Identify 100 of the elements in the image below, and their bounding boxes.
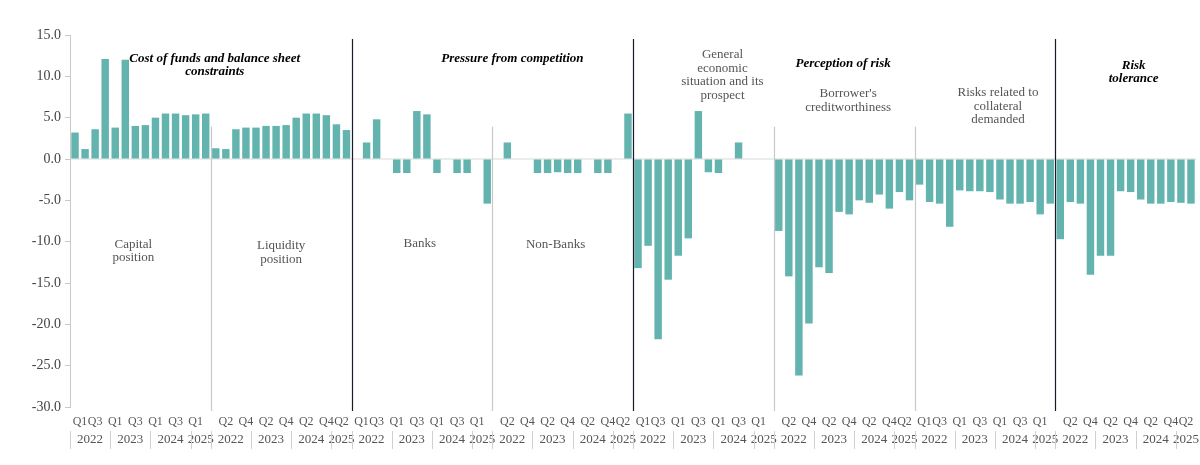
bar	[171, 113, 180, 159]
x-tick-label: Q4	[319, 414, 334, 429]
bar	[433, 159, 441, 174]
x-tick-label: Q4	[278, 414, 294, 429]
y-tick-label: 15.0	[36, 26, 61, 42]
bar	[423, 114, 431, 159]
bar	[634, 159, 642, 269]
y-tick-label: 10.0	[36, 68, 61, 84]
bar	[463, 159, 471, 174]
bar	[191, 114, 200, 159]
x-tick-label: Q4	[560, 414, 575, 429]
bar	[302, 113, 310, 159]
text: 2022	[358, 431, 385, 447]
x-tick-label: Q1	[711, 414, 726, 429]
x-tick-label: Q1	[107, 414, 123, 429]
y-tick-label: 0.0	[43, 150, 61, 166]
text: 2024	[861, 431, 888, 447]
x-tick-label: Q4	[841, 414, 857, 429]
text: 2024	[298, 431, 325, 447]
bar	[372, 119, 381, 159]
x-tick-label: Q4	[1123, 414, 1138, 429]
bar	[131, 125, 140, 159]
bar	[1157, 159, 1165, 204]
bar	[1116, 159, 1125, 192]
x-tick-label: Q4	[238, 414, 254, 429]
x-tick-label: Q4	[600, 414, 616, 429]
text: 2022	[499, 431, 526, 447]
text: 2023	[680, 431, 707, 447]
bar	[775, 159, 783, 231]
bar	[714, 159, 723, 174]
annotation: Cost of funds and balance sheet constraints	[129, 49, 301, 79]
text: 2023	[821, 431, 848, 447]
bar	[282, 125, 290, 159]
bar	[986, 159, 994, 193]
text: 2022	[640, 431, 667, 447]
bar	[503, 142, 512, 159]
x-tick-label: Q3	[932, 414, 947, 429]
text: 2024	[1002, 431, 1029, 447]
x-tick-label: Q1	[469, 414, 485, 429]
x-tick-label: Q2	[258, 414, 274, 429]
x-tick-label: Q2	[1143, 414, 1159, 429]
x-tick-label: Q3	[691, 414, 706, 429]
bar	[151, 117, 160, 159]
bar	[91, 129, 99, 159]
x-tick-label: Q2	[1062, 414, 1078, 429]
bar	[533, 159, 542, 174]
x-tick-label: Q2	[540, 414, 555, 429]
y-tick-label: -20.0	[31, 316, 61, 332]
bar	[996, 159, 1004, 200]
bar	[1026, 159, 1034, 202]
x-tick-label: Q2	[298, 414, 314, 429]
x-tick-label: Q3	[87, 414, 103, 429]
x-tick-label: Q2	[334, 414, 349, 429]
x-tick-label: Q1	[188, 414, 204, 429]
bar	[825, 159, 833, 274]
x-tick-label: Q1	[992, 414, 1008, 429]
bar	[141, 125, 150, 159]
text: 2023	[539, 431, 566, 447]
bar	[815, 159, 823, 268]
bar	[111, 127, 119, 159]
bar	[312, 113, 321, 159]
text: 2022	[217, 431, 244, 447]
bar	[483, 159, 491, 204]
text: 2022	[77, 431, 104, 447]
x-tick-label: Q2	[781, 414, 797, 429]
bar	[1056, 159, 1064, 240]
text: 2023	[398, 431, 425, 447]
x-tick-label: Q2	[218, 414, 234, 429]
annotation: Borrower's creditworthiness	[805, 85, 892, 114]
x-tick-label: Q3	[650, 414, 666, 429]
bar	[71, 132, 79, 159]
x-tick-label: Q1	[635, 414, 651, 429]
bar	[242, 127, 250, 159]
bar	[654, 159, 662, 340]
bar	[835, 159, 843, 212]
bar	[563, 159, 572, 174]
bar	[865, 159, 873, 203]
bar	[181, 115, 190, 159]
bar	[895, 159, 904, 193]
bar	[594, 159, 602, 174]
x-tick-label: Q3	[449, 414, 465, 429]
annotation: General economic situation and its prospect	[681, 46, 764, 102]
bar	[785, 159, 793, 277]
annotation: Risk tolerance	[1108, 56, 1159, 86]
bar	[1076, 159, 1085, 204]
x-tick-label: Q3	[731, 414, 746, 429]
bar	[222, 149, 230, 159]
bar	[202, 113, 210, 159]
text: 2024	[439, 431, 466, 447]
bar	[624, 113, 632, 159]
bar	[1006, 159, 1014, 204]
x-tick-label: Q4	[1163, 414, 1179, 429]
bar	[1147, 159, 1155, 204]
bar	[935, 159, 944, 204]
x-tick-label: Q1	[917, 414, 932, 429]
bar	[81, 149, 89, 159]
x-tick-label: Q4	[801, 414, 817, 429]
bar	[966, 159, 974, 192]
x-tick-label: Q3	[1012, 414, 1028, 429]
bar	[161, 113, 170, 159]
